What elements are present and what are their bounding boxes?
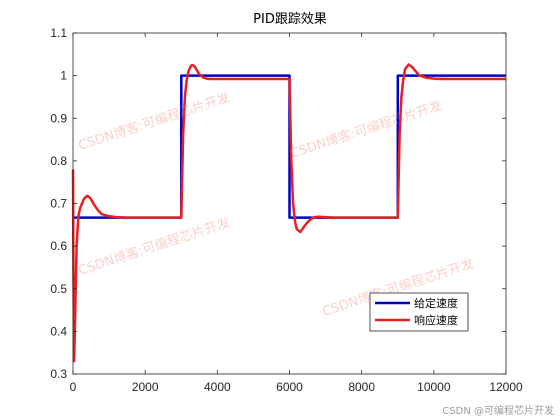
legend-label-response: 响应速度 — [414, 313, 458, 327]
x-tick-label: 8000 — [348, 380, 375, 394]
legend: 给定速度 响应速度 — [369, 292, 469, 332]
y-tick-label: 0.9 — [50, 111, 67, 125]
axis-ticks: 0 2000 4000 6000 8000 10000 12000 0.3 0.4 0.5 0.6 0… — [50, 26, 523, 394]
x-tick-label: 12000 — [489, 380, 523, 394]
y-tick-label: 0.4 — [50, 324, 67, 338]
source-credit: CSDN @可编程芯片开发 — [442, 406, 554, 417]
legend-label-given: 给定速度 — [414, 296, 458, 310]
y-tick-label: 0.3 — [50, 367, 67, 381]
y-tick-label: 1.1 — [50, 26, 67, 40]
legend-box — [369, 292, 469, 332]
y-tick-label: 0.7 — [50, 197, 67, 211]
plot-lines — [71, 63, 506, 363]
x-tick-label: 4000 — [204, 380, 231, 394]
y-tick-label: 1 — [60, 69, 67, 83]
y-tick-label: 0.6 — [50, 239, 67, 253]
y-tick-label: 0.5 — [50, 282, 67, 296]
x-tick-label: 2000 — [132, 380, 159, 394]
chart-title: PID跟踪效果 — [253, 12, 327, 27]
series-line-1 — [71, 63, 506, 363]
x-tick-label: 6000 — [276, 380, 303, 394]
x-tick-label: 10000 — [417, 380, 451, 394]
x-tick-label: 0 — [70, 380, 77, 394]
y-tick-label: 0.8 — [50, 154, 67, 168]
